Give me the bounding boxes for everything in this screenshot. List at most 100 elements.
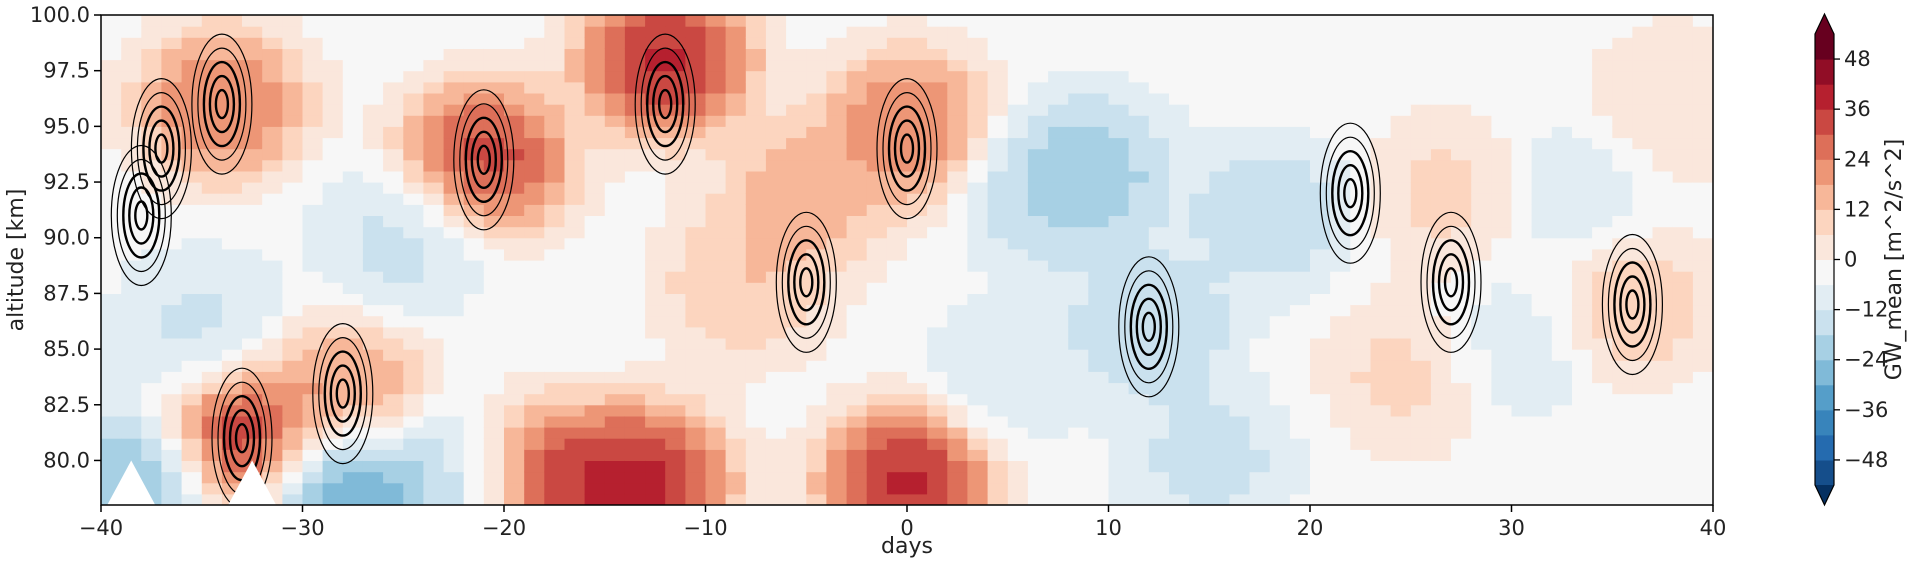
heatmap-cell [1189,282,1210,294]
heatmap-cell [504,148,525,161]
heatmap-cell [1027,126,1049,139]
heatmap-cell [564,226,586,239]
heatmap-cell [765,204,787,216]
heatmap-cell [1692,193,1713,205]
heatmap-cell [1430,93,1452,105]
heatmap-cell [564,170,586,183]
heatmap-cell [1189,193,1210,205]
heatmap-cell [786,271,807,283]
heatmap-cell [624,360,646,372]
heatmap-cell [101,471,122,484]
heatmap-cell [1229,159,1251,172]
heatmap-cell [1148,415,1170,428]
heatmap-cell [685,59,707,72]
heatmap-cell [362,338,384,350]
heatmap-cell [1169,70,1190,83]
heatmap-cell [1471,493,1492,505]
heatmap-cell [1632,471,1654,484]
heatmap-cell [1310,427,1331,439]
heatmap-cell [1350,226,1372,239]
heatmap-cell [1330,471,1351,484]
heatmap-cell [1491,304,1513,317]
heatmap-cell [1169,26,1190,38]
heatmap-cell [302,471,324,484]
heatmap-cell [584,148,606,161]
heatmap-cell [1531,70,1553,83]
heatmap-cell [161,438,183,450]
heatmap-cell [947,282,968,294]
heatmap-cell [1692,382,1713,395]
heatmap-cell [826,104,848,116]
heatmap-cell [302,282,324,294]
heatmap-cell [121,70,142,83]
x-axis: −40 −30 −20 −10 0 10 20 30 40 [79,505,1726,540]
heatmap-cell [1652,193,1674,205]
heatmap-cell [1209,115,1230,127]
heatmap-cell [141,460,162,473]
y-axis-label: altitude [km] [4,189,29,332]
heatmap-cell [443,248,465,261]
heatmap-cell [1491,115,1513,127]
contour-line [646,60,685,148]
heatmap-cell [1269,104,1291,116]
heatmap-cell [141,204,162,216]
heatmap-cell [1410,15,1432,27]
heatmap-cell [1531,226,1553,239]
heatmap-cell [624,460,646,473]
heatmap-cell [262,159,283,172]
contour-line [208,74,236,134]
heatmap-cell [302,360,324,372]
heatmap-cell [1128,449,1150,461]
heatmap-cell [745,170,767,183]
heatmap-cell [1048,282,1069,294]
heatmap-cell [282,349,304,361]
heatmap-cell [645,170,666,183]
heatmap-cell [1652,137,1674,150]
heatmap-cell [1410,371,1432,384]
heatmap-cell [322,338,344,350]
heatmap-cell [1249,404,1271,417]
heatmap-cell [362,471,384,484]
heatmap-cell [1390,427,1412,439]
heatmap-cell [1209,371,1230,384]
heatmap-cell [524,338,545,350]
heatmap-cell [1229,415,1251,428]
heatmap-cell [1048,427,1069,439]
heatmap-cell [947,193,968,205]
heatmap-cell [604,293,626,306]
heatmap-cell [262,315,283,328]
heatmap-cell [1007,271,1029,283]
heatmap-cell [765,170,787,183]
heatmap-cell [383,81,404,94]
heatmap-cell [1169,260,1190,272]
heatmap-cell [947,37,968,49]
heatmap-cell [1007,493,1029,505]
heatmap-cell [1531,482,1553,495]
heatmap-cell [483,271,505,283]
heatmap-cell [1390,93,1412,105]
heatmap-cell [221,248,243,261]
heatmap-cell [504,371,525,384]
heatmap-cell [1410,393,1432,406]
heatmap-cell [262,338,283,350]
heatmap-cell [806,70,827,83]
heatmap-cell [947,126,968,139]
heatmap-cell [947,115,968,127]
heatmap-cell [967,59,989,72]
heatmap-cell [967,449,989,461]
heatmap-cell [1692,493,1713,505]
heatmap-cell [221,226,243,239]
heatmap-cell [1209,382,1230,395]
heatmap-cell [1027,159,1049,172]
heatmap-cell [1088,471,1110,484]
heatmap-cell [242,215,263,228]
heatmap-cell [524,170,545,183]
heatmap-cell [665,271,686,283]
heatmap-cell [1289,204,1311,216]
heatmap-cell [866,70,888,83]
heatmap-cell [1169,37,1190,49]
heatmap-cell [846,248,868,261]
heatmap-cell [1430,182,1452,194]
heatmap-cell [564,427,586,439]
heatmap-cell [947,93,968,105]
